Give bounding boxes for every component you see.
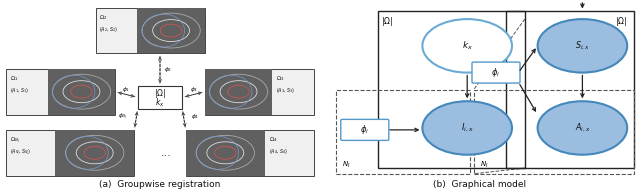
Text: $k_x$: $k_x$ (155, 96, 165, 109)
Bar (506, 11, 634, 168)
Text: $\phi_3$: $\phi_3$ (189, 85, 198, 94)
Text: (a)  Groupwise registration: (a) Groupwise registration (99, 180, 221, 189)
Bar (6, 130, 134, 176)
Text: $\phi_1$: $\phi_1$ (122, 85, 131, 94)
Bar (138, 86, 182, 109)
Bar (96, 8, 205, 53)
Text: $\Omega_{N_I}$: $\Omega_{N_I}$ (10, 135, 20, 145)
Text: $\Omega_1$: $\Omega_1$ (10, 74, 18, 83)
Bar (186, 130, 265, 176)
Text: $\phi_i$: $\phi_i$ (492, 66, 500, 79)
Text: $\phi_i$: $\phi_i$ (360, 123, 369, 136)
Bar (336, 90, 470, 174)
Text: $A_{i,x}$: $A_{i,x}$ (575, 122, 590, 134)
Text: $\phi_4$: $\phi_4$ (191, 112, 199, 121)
Circle shape (538, 19, 627, 73)
Text: $(A_4, S_4)$: $(A_4, S_4)$ (269, 147, 288, 156)
Text: $\Omega_4$: $\Omega_4$ (269, 135, 277, 144)
Bar (48, 69, 115, 115)
Text: $(A_2, S_2)$: $(A_2, S_2)$ (99, 25, 118, 34)
Text: $|\Omega|$: $|\Omega|$ (154, 87, 166, 100)
Text: $S_{i,x}$: $S_{i,x}$ (575, 40, 590, 52)
Circle shape (422, 101, 512, 155)
Circle shape (422, 19, 512, 73)
Bar (378, 11, 525, 168)
Bar (186, 130, 314, 176)
Text: $N_I$: $N_I$ (342, 160, 351, 170)
Text: $(A_3, S_3)$: $(A_3, S_3)$ (276, 86, 294, 95)
Text: $\phi_2$: $\phi_2$ (164, 65, 172, 74)
Circle shape (538, 101, 627, 155)
Text: $\phi_{N_I}$: $\phi_{N_I}$ (118, 112, 128, 121)
FancyBboxPatch shape (472, 62, 520, 83)
FancyBboxPatch shape (341, 119, 389, 140)
Bar (205, 69, 314, 115)
Text: $(A_{N_I}, S_{N_I})$: $(A_{N_I}, S_{N_I})$ (10, 147, 31, 157)
Text: $k_x$: $k_x$ (461, 40, 473, 52)
Text: $\Omega_2$: $\Omega_2$ (99, 13, 108, 22)
Bar (6, 69, 115, 115)
Bar (138, 8, 205, 53)
Text: $|\Omega|$: $|\Omega|$ (381, 15, 393, 28)
Text: $|\Omega|$: $|\Omega|$ (615, 15, 627, 28)
Text: ...: ... (161, 148, 172, 158)
Text: (b)  Graphical model: (b) Graphical model (433, 180, 527, 189)
Bar (474, 90, 634, 174)
Text: $N_I$: $N_I$ (480, 160, 488, 170)
Text: $(A_1, S_1)$: $(A_1, S_1)$ (10, 86, 29, 95)
Bar (205, 69, 272, 115)
Bar (55, 130, 134, 176)
Text: $\Omega_3$: $\Omega_3$ (276, 74, 284, 83)
Text: $I_{i,x}$: $I_{i,x}$ (461, 122, 474, 134)
